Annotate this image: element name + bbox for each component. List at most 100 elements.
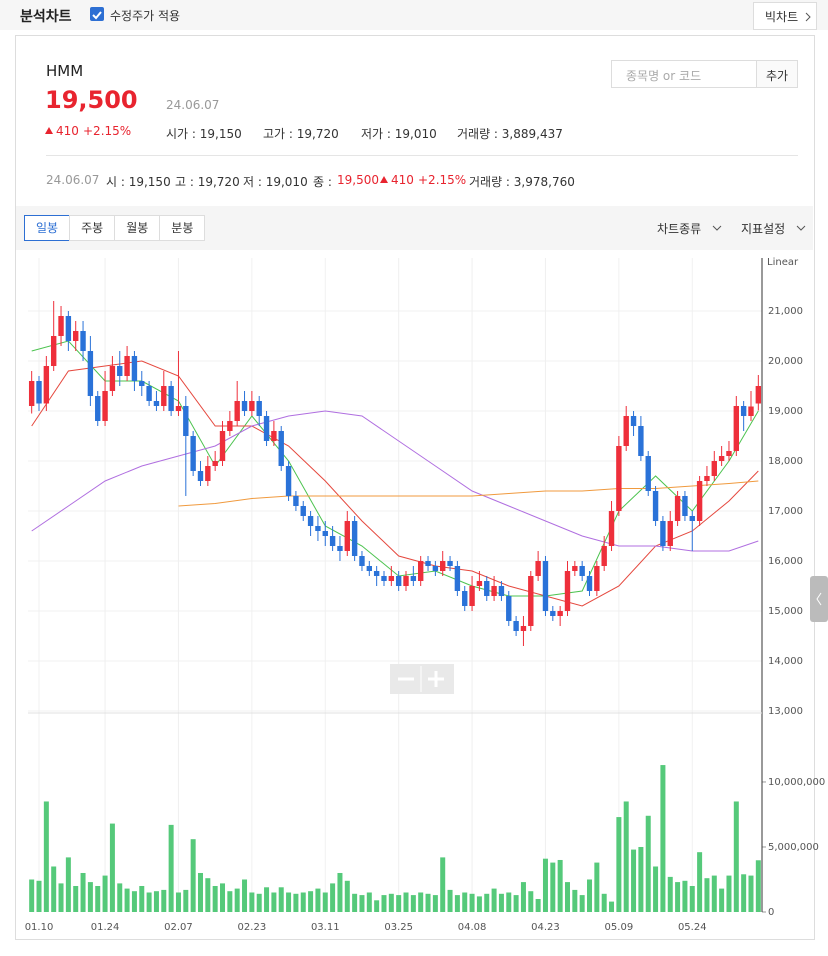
candle-body [740, 406, 747, 416]
candle-body [87, 351, 94, 396]
x-tick-label: 04.23 [531, 922, 560, 933]
candle-body [161, 386, 167, 406]
tab[interactable]: 월봉 [114, 215, 161, 241]
candle-body [550, 611, 556, 616]
candle-body [410, 576, 417, 581]
volume-bar [286, 892, 292, 912]
stock-name: HMM [46, 62, 84, 80]
volume-bar [491, 888, 497, 912]
candle-body [440, 561, 446, 571]
volume-bar [528, 891, 534, 912]
candle-body [432, 566, 439, 571]
indicator[interactable]: 지표설정 [741, 222, 786, 236]
volume-bar [520, 882, 526, 912]
candle-body [219, 431, 226, 461]
button-label: 추가 [766, 69, 789, 83]
candle-body [183, 406, 189, 436]
volume-bar [29, 879, 35, 912]
x-tick-label: 04.08 [458, 922, 487, 933]
volume-bar [205, 878, 211, 912]
y-tick-label: 19,000 [768, 406, 803, 417]
candle-body [337, 546, 343, 551]
volume-bar [587, 879, 593, 912]
volume-bar [124, 888, 130, 912]
candle-body [608, 511, 615, 546]
tab[interactable]: 일봉 [24, 215, 71, 241]
candle-body [454, 566, 461, 591]
volume-bar [315, 888, 321, 912]
candle-body [689, 516, 695, 521]
chart-type[interactable]: 차트종류 [657, 222, 702, 236]
y-tick-label: 21,000 [768, 306, 803, 317]
candle-body [542, 561, 549, 611]
candle-body [351, 521, 358, 556]
candle-body [630, 416, 637, 426]
candle-body [227, 421, 233, 431]
side-handle[interactable] [810, 576, 828, 622]
volume-bar [293, 893, 299, 912]
add-button[interactable]: 추가 [756, 60, 798, 88]
volume-bar [308, 891, 314, 912]
candle-body [726, 451, 732, 456]
volume-bar [43, 801, 49, 912]
volume-bar [271, 892, 277, 912]
candle-body [131, 356, 138, 381]
volume-bar [234, 888, 240, 912]
volume-bar [498, 893, 504, 912]
x-tick-label: 01.10 [25, 922, 54, 933]
candle-body [388, 576, 395, 581]
candle-body [557, 611, 563, 616]
candle-body [535, 561, 541, 576]
x-tick-label: 03.11 [311, 922, 340, 933]
zoom-icons [398, 671, 444, 687]
volume-bar [645, 815, 651, 912]
candle-body [366, 566, 373, 571]
y-tick-label: 15,000 [768, 606, 803, 617]
y-tick-label: 17,000 [768, 506, 803, 517]
candle-body [506, 596, 512, 621]
candle-body [95, 396, 101, 421]
candle-body [498, 586, 505, 596]
volume-bar [256, 893, 262, 912]
candle-body [197, 471, 204, 481]
candle-body [293, 496, 299, 506]
volume-bar [109, 823, 115, 912]
volume-bar [719, 888, 725, 912]
checkbox[interactable] [90, 7, 104, 21]
candle-body [263, 416, 270, 441]
big-chart-button[interactable]: 빅차트 [753, 2, 817, 30]
candle-body [36, 381, 42, 404]
volume-bar [726, 875, 732, 912]
volume-bar [278, 887, 284, 912]
volume-bar [146, 892, 152, 912]
tab[interactable]: 주봉 [69, 215, 116, 241]
volume-bar [572, 889, 578, 912]
volume-bar [579, 895, 585, 912]
candle-body [322, 531, 328, 536]
candle-body [234, 401, 240, 421]
volume-bar [36, 880, 42, 912]
candle-body [513, 621, 519, 631]
volume-bar [682, 880, 688, 912]
volume-bar [675, 882, 681, 912]
summary-close-label: 종 : [313, 175, 332, 189]
volume-bar [168, 824, 174, 912]
volume-bar [689, 885, 695, 912]
y2-tick-label: 5,000,000 [768, 842, 819, 853]
candle-body [65, 316, 72, 341]
tab[interactable]: 분봉 [159, 215, 206, 241]
y-tick-label: 16,000 [768, 556, 803, 567]
volume-bar [337, 872, 343, 912]
candle-body [73, 331, 79, 341]
candle-body [417, 561, 424, 581]
candle-body [520, 626, 527, 631]
volume-bar [462, 892, 468, 912]
volume-bar [264, 887, 270, 912]
candle-body [601, 546, 607, 566]
candle-body [660, 521, 666, 546]
candle-body [43, 366, 50, 404]
volume-bar [242, 879, 248, 912]
volume-bar [550, 862, 556, 912]
volume-bar [432, 895, 438, 912]
